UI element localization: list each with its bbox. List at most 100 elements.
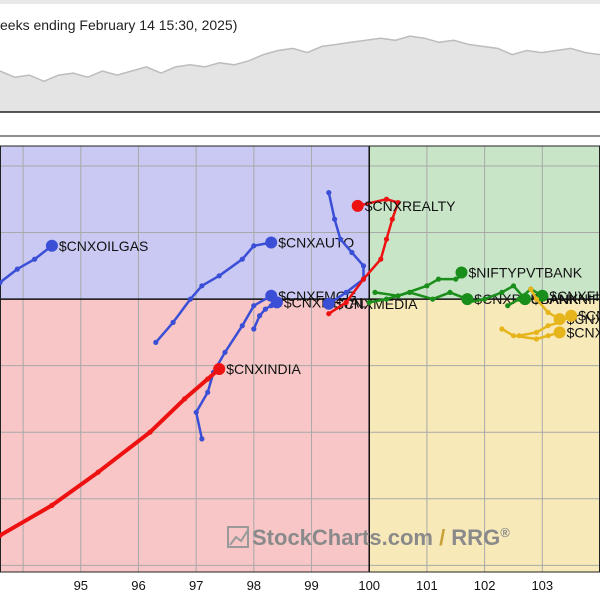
- series-point: [239, 256, 245, 262]
- series-tail: [506, 287, 544, 307]
- x-tick-label: 102: [474, 578, 496, 593]
- series-point: [528, 286, 534, 292]
- series-label: $CNXCONSUM: [567, 324, 600, 340]
- top-border: [0, 0, 600, 4]
- series-point: [533, 329, 540, 335]
- stockcharts-watermark: StockCharts.com / RRG®: [227, 525, 510, 550]
- series-point: [533, 336, 540, 342]
- series-point: [326, 190, 332, 196]
- series-point: [505, 303, 511, 309]
- series-point: [95, 469, 101, 475]
- series-point: [499, 289, 505, 295]
- series-point: [430, 296, 436, 302]
- series-label: $CNXMEDIA: [336, 296, 418, 312]
- series-head-point: [553, 326, 566, 339]
- series-point: [205, 376, 211, 382]
- series-point: [447, 289, 453, 295]
- quadrant-improving: [0, 146, 370, 300]
- series-point: [343, 289, 349, 295]
- series-point: [533, 296, 540, 302]
- series-tail: [529, 287, 561, 321]
- series-label: $CNXFIN: [549, 288, 600, 304]
- series-point: [257, 313, 263, 319]
- watermark-logo-icon: [229, 529, 249, 546]
- series-point: [510, 333, 517, 339]
- series-label: $CNXINDIA: [226, 361, 301, 377]
- x-tick-label: 100: [358, 578, 380, 593]
- series-point: [516, 333, 522, 339]
- series-head-point: [270, 296, 283, 309]
- quadrant-lagging: [0, 299, 370, 572]
- series-point: [453, 276, 459, 282]
- series-point: [383, 236, 390, 242]
- series-point: [153, 339, 159, 345]
- series-point: [383, 296, 390, 302]
- series-point: [0, 279, 3, 286]
- series-point: [424, 283, 430, 289]
- series-head-point: [265, 236, 278, 249]
- watermark-brand: StockCharts.com: [252, 525, 433, 550]
- series-point: [557, 319, 563, 325]
- series-label: $CNXAUTO: [278, 235, 354, 251]
- watermark-registered: ®: [500, 525, 510, 540]
- series-point: [435, 276, 442, 282]
- series-tail: [0, 244, 54, 284]
- watermark-product: RRG: [451, 525, 500, 550]
- series-point: [349, 249, 355, 256]
- series-head-point: [213, 363, 226, 375]
- series-tail: [154, 241, 273, 344]
- series-point: [545, 333, 551, 339]
- x-tick-label: 98: [247, 578, 261, 593]
- series-point: [360, 276, 367, 282]
- series-cnxfin: $CNXFIN: [505, 286, 600, 309]
- series-point: [337, 236, 343, 242]
- series-point: [199, 436, 205, 442]
- series-point: [14, 266, 20, 272]
- series-point: [545, 323, 551, 329]
- series-point: [262, 306, 268, 312]
- series-point: [216, 273, 222, 279]
- series-point: [251, 303, 257, 309]
- series-point: [343, 299, 349, 305]
- x-tick-label: 95: [74, 578, 88, 593]
- watermark-text: StockCharts.com / RRG®: [252, 525, 510, 550]
- series-point: [516, 296, 522, 302]
- series-label: $NIFTYPVTBANK: [469, 265, 583, 281]
- series-point: [360, 263, 367, 269]
- benchmark-area: [0, 36, 600, 112]
- series-cnxrealty: $CNXREALTY: [326, 196, 456, 317]
- series-point: [222, 349, 228, 355]
- series-point: [326, 311, 332, 317]
- x-tick-label: 97: [189, 578, 203, 593]
- series-point: [147, 429, 153, 435]
- chart-date-caption: eeks ending February 14 15:30, 2025): [0, 17, 238, 33]
- series-point: [187, 296, 193, 302]
- series-point: [0, 532, 3, 538]
- benchmark-line: [0, 35, 600, 83]
- series-point: [199, 283, 205, 289]
- series-point: [170, 319, 176, 325]
- series-point: [464, 299, 470, 305]
- series-point: [499, 326, 505, 332]
- series-point: [366, 299, 372, 305]
- x-tick-label: 101: [416, 578, 438, 593]
- series-tail: [327, 191, 365, 306]
- series-point: [372, 289, 378, 295]
- series-banknifty: $BANKNIFTY: [464, 283, 600, 307]
- series-point: [205, 389, 211, 395]
- series-point: [49, 502, 55, 508]
- benchmark-sparkline: [0, 35, 600, 137]
- series-point: [482, 296, 488, 302]
- series-head-point: [45, 239, 58, 252]
- series-point: [545, 309, 551, 315]
- series-head-point: [455, 266, 468, 279]
- watermark-separator: /: [433, 525, 451, 550]
- series-cnxauto: $CNXAUTO: [153, 235, 354, 345]
- series-point: [407, 289, 413, 295]
- series-point: [251, 326, 257, 332]
- series-label: $CNXOILGAS: [59, 238, 148, 254]
- watermark-logo-icon: [227, 526, 249, 548]
- series-tail: [367, 291, 469, 304]
- series-head-point: [565, 309, 578, 322]
- series-point: [510, 283, 517, 289]
